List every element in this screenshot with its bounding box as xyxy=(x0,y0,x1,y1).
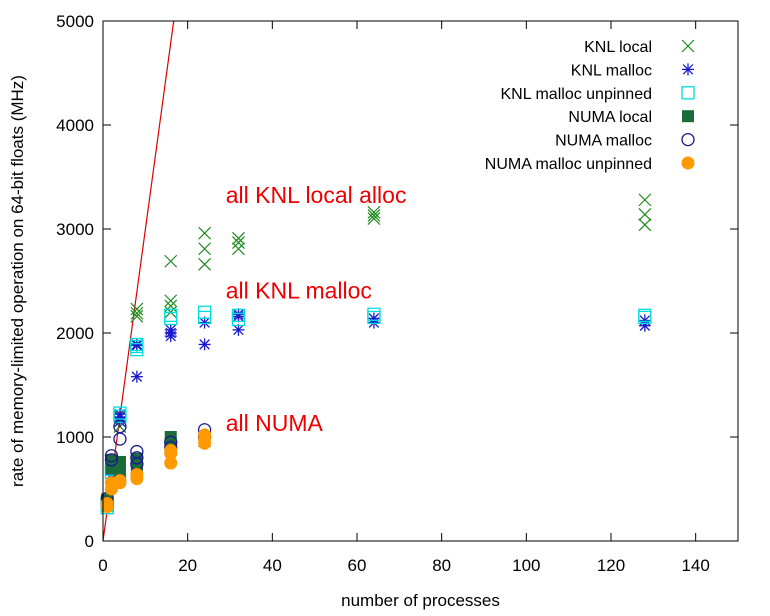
y-tick-label: 4000 xyxy=(56,116,94,135)
data-point xyxy=(130,451,144,465)
legend-label: KNL malloc unpinned xyxy=(501,86,653,103)
y-tick-label: 5000 xyxy=(56,12,94,31)
data-point xyxy=(130,306,144,320)
legend-label: KNL malloc xyxy=(571,62,652,79)
series-3 xyxy=(101,431,211,508)
data-point xyxy=(164,444,178,458)
data-point xyxy=(130,452,143,465)
data-point xyxy=(367,209,381,222)
data-point xyxy=(130,338,143,351)
data-point xyxy=(231,308,246,322)
series-1 xyxy=(101,308,651,513)
legend: KNL local KNL malloc KNL malloc unpinned NU… xyxy=(485,39,695,173)
data-point xyxy=(367,312,380,325)
data-point xyxy=(164,431,177,443)
data-point xyxy=(164,308,178,322)
data-point xyxy=(104,453,119,467)
legend-label: NUMA malloc unpinned xyxy=(485,156,652,173)
legend-marker xyxy=(681,86,695,100)
legend-label: KNL local xyxy=(584,39,652,56)
annotation-label: all NUMA xyxy=(226,410,324,436)
data-point xyxy=(232,242,245,256)
data-point xyxy=(130,467,144,481)
data-point xyxy=(130,337,144,352)
data-point xyxy=(130,302,144,316)
data-point xyxy=(198,226,212,240)
legend-marker xyxy=(681,39,695,53)
data-point xyxy=(198,257,212,271)
y-tick-label: 3000 xyxy=(56,220,94,239)
x-tick-label: 60 xyxy=(348,556,367,575)
data-point xyxy=(130,309,144,323)
data-point xyxy=(100,497,114,511)
legend-marker xyxy=(682,110,694,123)
data-point xyxy=(164,311,178,326)
data-point xyxy=(164,299,178,313)
x-tick-label: 80 xyxy=(432,556,451,575)
y-tick-label: 2000 xyxy=(56,324,94,343)
data-point xyxy=(113,432,127,446)
data-points xyxy=(100,193,652,515)
data-point xyxy=(638,193,652,207)
series-2 xyxy=(100,305,652,515)
annotation-label: all KNL malloc xyxy=(226,278,372,304)
data-point xyxy=(367,205,381,219)
data-point xyxy=(113,474,127,488)
data-point xyxy=(232,236,245,249)
x-tick-label: 100 xyxy=(512,556,540,575)
data-point xyxy=(232,308,245,321)
data-point xyxy=(638,218,652,232)
data-point xyxy=(164,456,178,470)
annotations: all KNL local alloc all KNL malloc all NUM… xyxy=(226,182,407,436)
axis-ticks: 0 20 40 60 80 100 120 140 0 1000 2000 3000 4000 5000 xyxy=(56,12,738,575)
data-point xyxy=(113,406,127,420)
data-point xyxy=(164,323,177,336)
x-axis-title: number of processes xyxy=(341,591,500,610)
plot-frame xyxy=(102,20,739,542)
data-point xyxy=(164,294,178,308)
legend-label: NUMA malloc xyxy=(555,133,652,150)
data-point xyxy=(130,444,144,459)
x-tick-label: 0 xyxy=(98,556,107,575)
series-5 xyxy=(100,428,212,514)
data-point xyxy=(130,370,143,383)
y-tick-label: 0 xyxy=(85,532,94,551)
legend-marker xyxy=(681,156,695,170)
data-point xyxy=(638,208,652,221)
x-tick-label: 140 xyxy=(681,556,709,575)
data-point xyxy=(367,212,381,226)
x-tick-label: 20 xyxy=(178,556,197,575)
legend-marker xyxy=(682,63,694,76)
series-0 xyxy=(100,193,652,513)
data-point xyxy=(198,428,212,442)
data-point xyxy=(638,308,652,322)
x-tick-label: 40 xyxy=(263,556,282,575)
x-tick-label: 120 xyxy=(597,556,625,575)
data-point xyxy=(113,419,127,434)
data-point xyxy=(197,305,212,319)
data-point xyxy=(198,338,211,351)
data-point xyxy=(638,314,651,327)
data-point xyxy=(198,242,212,256)
annotation-label: all KNL local alloc xyxy=(226,182,407,208)
y-axis-title: rate of memory-limited operation on 64-b… xyxy=(8,75,27,487)
data-point xyxy=(232,231,245,245)
y-tick-label: 1000 xyxy=(56,428,94,447)
legend-marker xyxy=(681,132,695,147)
data-point xyxy=(113,455,126,468)
data-point xyxy=(367,307,381,321)
data-point xyxy=(164,254,178,268)
legend-label: NUMA local xyxy=(568,109,652,126)
data-point xyxy=(104,449,119,463)
